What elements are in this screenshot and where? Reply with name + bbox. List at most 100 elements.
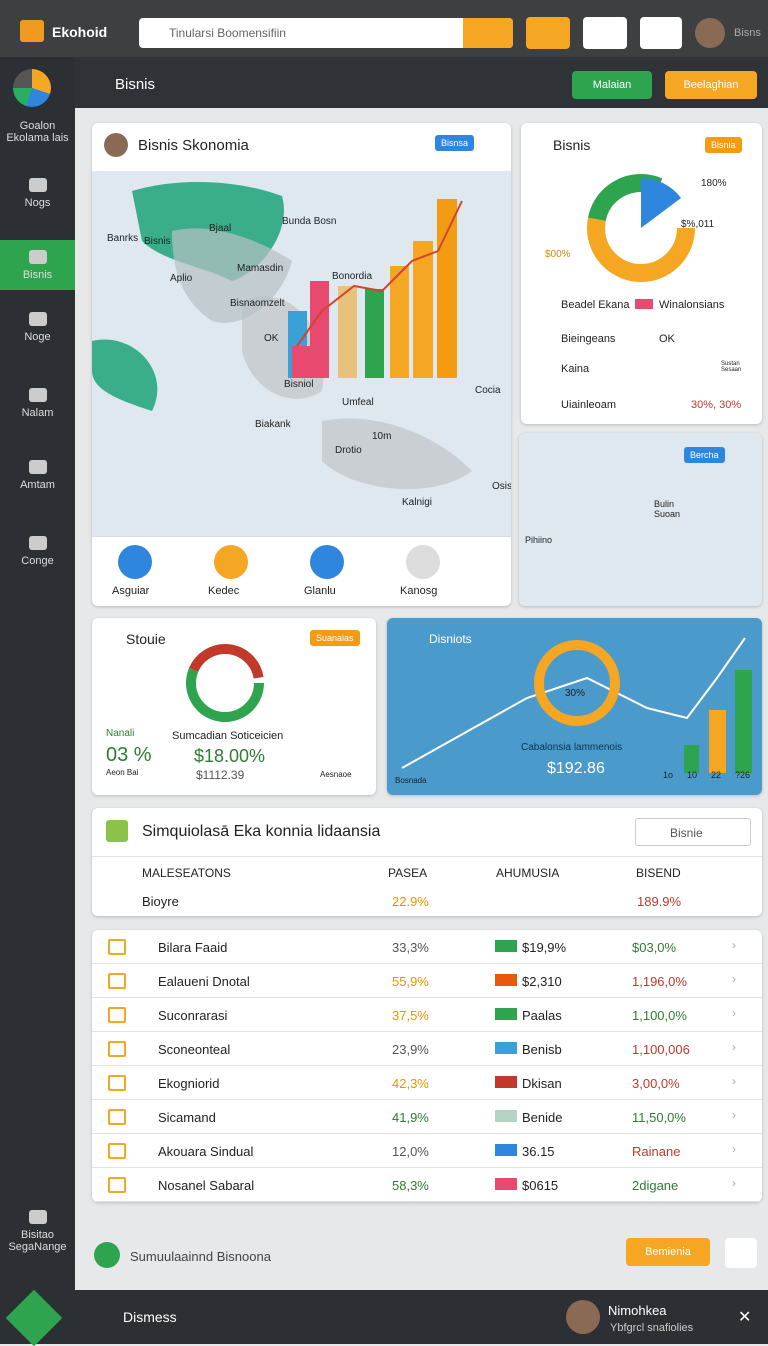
action-label[interactable]: Glanlu (304, 585, 336, 597)
row-icon (108, 1143, 126, 1159)
sidebar-icon (28, 388, 47, 402)
bottom-bar: Dismess Nimohkea Ybfgrcl snafiolies ✕ (0, 1289, 768, 1346)
action-icon[interactable] (406, 545, 440, 579)
cell: 23,9% (392, 1042, 429, 1057)
pie-label: 180% (701, 178, 727, 189)
map-card: Bisnis Skonomia Bisnsa Bjaal Banrks Bisnis… (92, 123, 511, 606)
sidebar-item[interactable]: Amtam (0, 460, 75, 491)
select[interactable]: Bisnie (635, 818, 751, 846)
link-button[interactable] (640, 17, 682, 49)
table-row[interactable]: Nosanel Sabaral 58,3% $0615 2digane › (92, 1168, 762, 1202)
action-label[interactable]: Kedec (208, 585, 240, 597)
table-row[interactable]: Suconrarasi 37,5% Paalas 1,100,0% › (92, 998, 762, 1032)
list-item: Kaina (561, 363, 590, 375)
map-label: Biakank (255, 419, 291, 430)
badge[interactable]: Bisnia (705, 137, 742, 153)
list-item: Sustan Sesaan (721, 361, 742, 373)
settings-button[interactable] (526, 17, 570, 49)
column-header: MALESEATONS (142, 866, 231, 880)
table-title: Simquiolasā Eka konnia lidaansia (142, 823, 381, 840)
row-swatch (495, 1042, 517, 1054)
expand-button[interactable] (725, 1238, 757, 1268)
row-swatch (495, 1110, 517, 1122)
row-swatch (495, 1144, 517, 1156)
map-label: Bisnaomzelt (230, 298, 285, 309)
caption: Cabalonsia lammenois (521, 742, 623, 753)
row-chevron[interactable]: › (732, 1074, 736, 1088)
row-chevron[interactable]: › (732, 1006, 736, 1020)
close-button[interactable]: ✕ (738, 1309, 752, 1326)
map-label: Bulin Suoan (654, 499, 681, 519)
trend-chart (401, 637, 752, 773)
map-label: Kalnigi (402, 497, 433, 508)
table-row[interactable]: Ealaueni Dnotal 55,9% $2,310 1,196,0% › (92, 964, 762, 998)
map-label: Bisniol (284, 379, 314, 390)
cell: $19,9% (522, 940, 567, 955)
sidebar-item[interactable]: Noge (0, 312, 75, 343)
avatar[interactable] (695, 18, 725, 48)
stat-sub: $1112.39 (196, 768, 245, 782)
table-row[interactable]: Ekogniorid 42,3% Dkisan 3,00,0% › (92, 1066, 762, 1100)
axis-label: 22 (711, 770, 722, 780)
action-icon[interactable] (214, 545, 248, 579)
divider (92, 856, 762, 857)
avatar[interactable] (566, 1300, 600, 1334)
search-box[interactable]: Tinularsi Boomensifiin (139, 18, 513, 48)
search-icon-button[interactable] (583, 17, 627, 49)
sidebar-item[interactable]: Nalam (0, 388, 75, 419)
row-chevron[interactable]: › (732, 938, 736, 952)
cell: 3,00,0% (632, 1076, 680, 1091)
cell: 42,3% (392, 1076, 429, 1091)
cell: 11,50,0% (632, 1110, 686, 1125)
badge[interactable]: Bisnsa (435, 135, 475, 151)
row-chevron[interactable]: › (732, 1142, 736, 1156)
card-title: Disniots (429, 632, 472, 646)
sidebar-icon (28, 536, 47, 550)
badge[interactable]: Bercha (684, 447, 725, 463)
table-row[interactable]: Sconeonteal 23,9% Benisb 1,100,006 › (92, 1032, 762, 1066)
footer-icon (94, 1242, 120, 1268)
map-label: 10m (372, 431, 392, 442)
action-icon[interactable] (118, 545, 152, 579)
button[interactable]: Bemienia (626, 1238, 710, 1266)
sidebar-label: Nogs (24, 197, 51, 209)
user-name: Nimohkea (608, 1303, 667, 1318)
sidebar-item[interactable]: Bisnis (0, 250, 75, 281)
action-label[interactable]: Kanosg (400, 585, 438, 597)
sidebar-item[interactable]: Nogs (0, 178, 75, 209)
table-row[interactable]: Bilara Faaid 33,3% $19,9% $03,0% › (92, 930, 762, 964)
card-title: Stouie (126, 631, 166, 647)
table-rows: Bilara Faaid 33,3% $19,9% $03,0% › Ealaueni D… (92, 930, 762, 1202)
map-label: Bjaal (209, 223, 232, 234)
sidebar-bottom[interactable]: Bisitao SegaNange (0, 1210, 75, 1253)
button[interactable]: Malaian (572, 71, 652, 99)
donut (186, 644, 264, 722)
table-row[interactable]: Akouara Sindual 12,0% 36.15 Rainane › (92, 1134, 762, 1168)
action-label[interactable]: Asguiar (112, 585, 150, 597)
row-icon (108, 973, 126, 989)
map-label: Pihiino (525, 535, 553, 545)
sidebar-item[interactable]: Conge (0, 536, 75, 567)
cell: Sicamand (158, 1110, 216, 1125)
row-chevron[interactable]: › (732, 1108, 736, 1122)
row-chevron[interactable]: › (732, 1040, 736, 1054)
map-label: Bisnis (144, 236, 171, 247)
sidebar-item[interactable]: Goalon Ekolama lais (0, 120, 75, 144)
search-button[interactable] (463, 18, 513, 48)
map-label: Aplio (170, 273, 193, 284)
button[interactable]: Beelaghian (665, 71, 757, 99)
cell: Paalas (522, 1008, 562, 1023)
sidebar-label: Bisnis (22, 269, 53, 281)
badge[interactable]: Suanaias (310, 630, 360, 646)
stat-value: 03 % (106, 744, 152, 766)
map-label: Cocia (475, 385, 501, 396)
row-chevron[interactable]: › (732, 972, 736, 986)
sidebar-active (0, 240, 75, 290)
map-label: Mamasdin (237, 263, 284, 274)
value: $192.86 (547, 760, 605, 777)
row-chevron[interactable]: › (732, 1176, 736, 1190)
row-icon (108, 1177, 126, 1193)
action-icon[interactable] (310, 545, 344, 579)
table-row[interactable]: Sicamand 41,9% Benide 11,50,0% › (92, 1100, 762, 1134)
